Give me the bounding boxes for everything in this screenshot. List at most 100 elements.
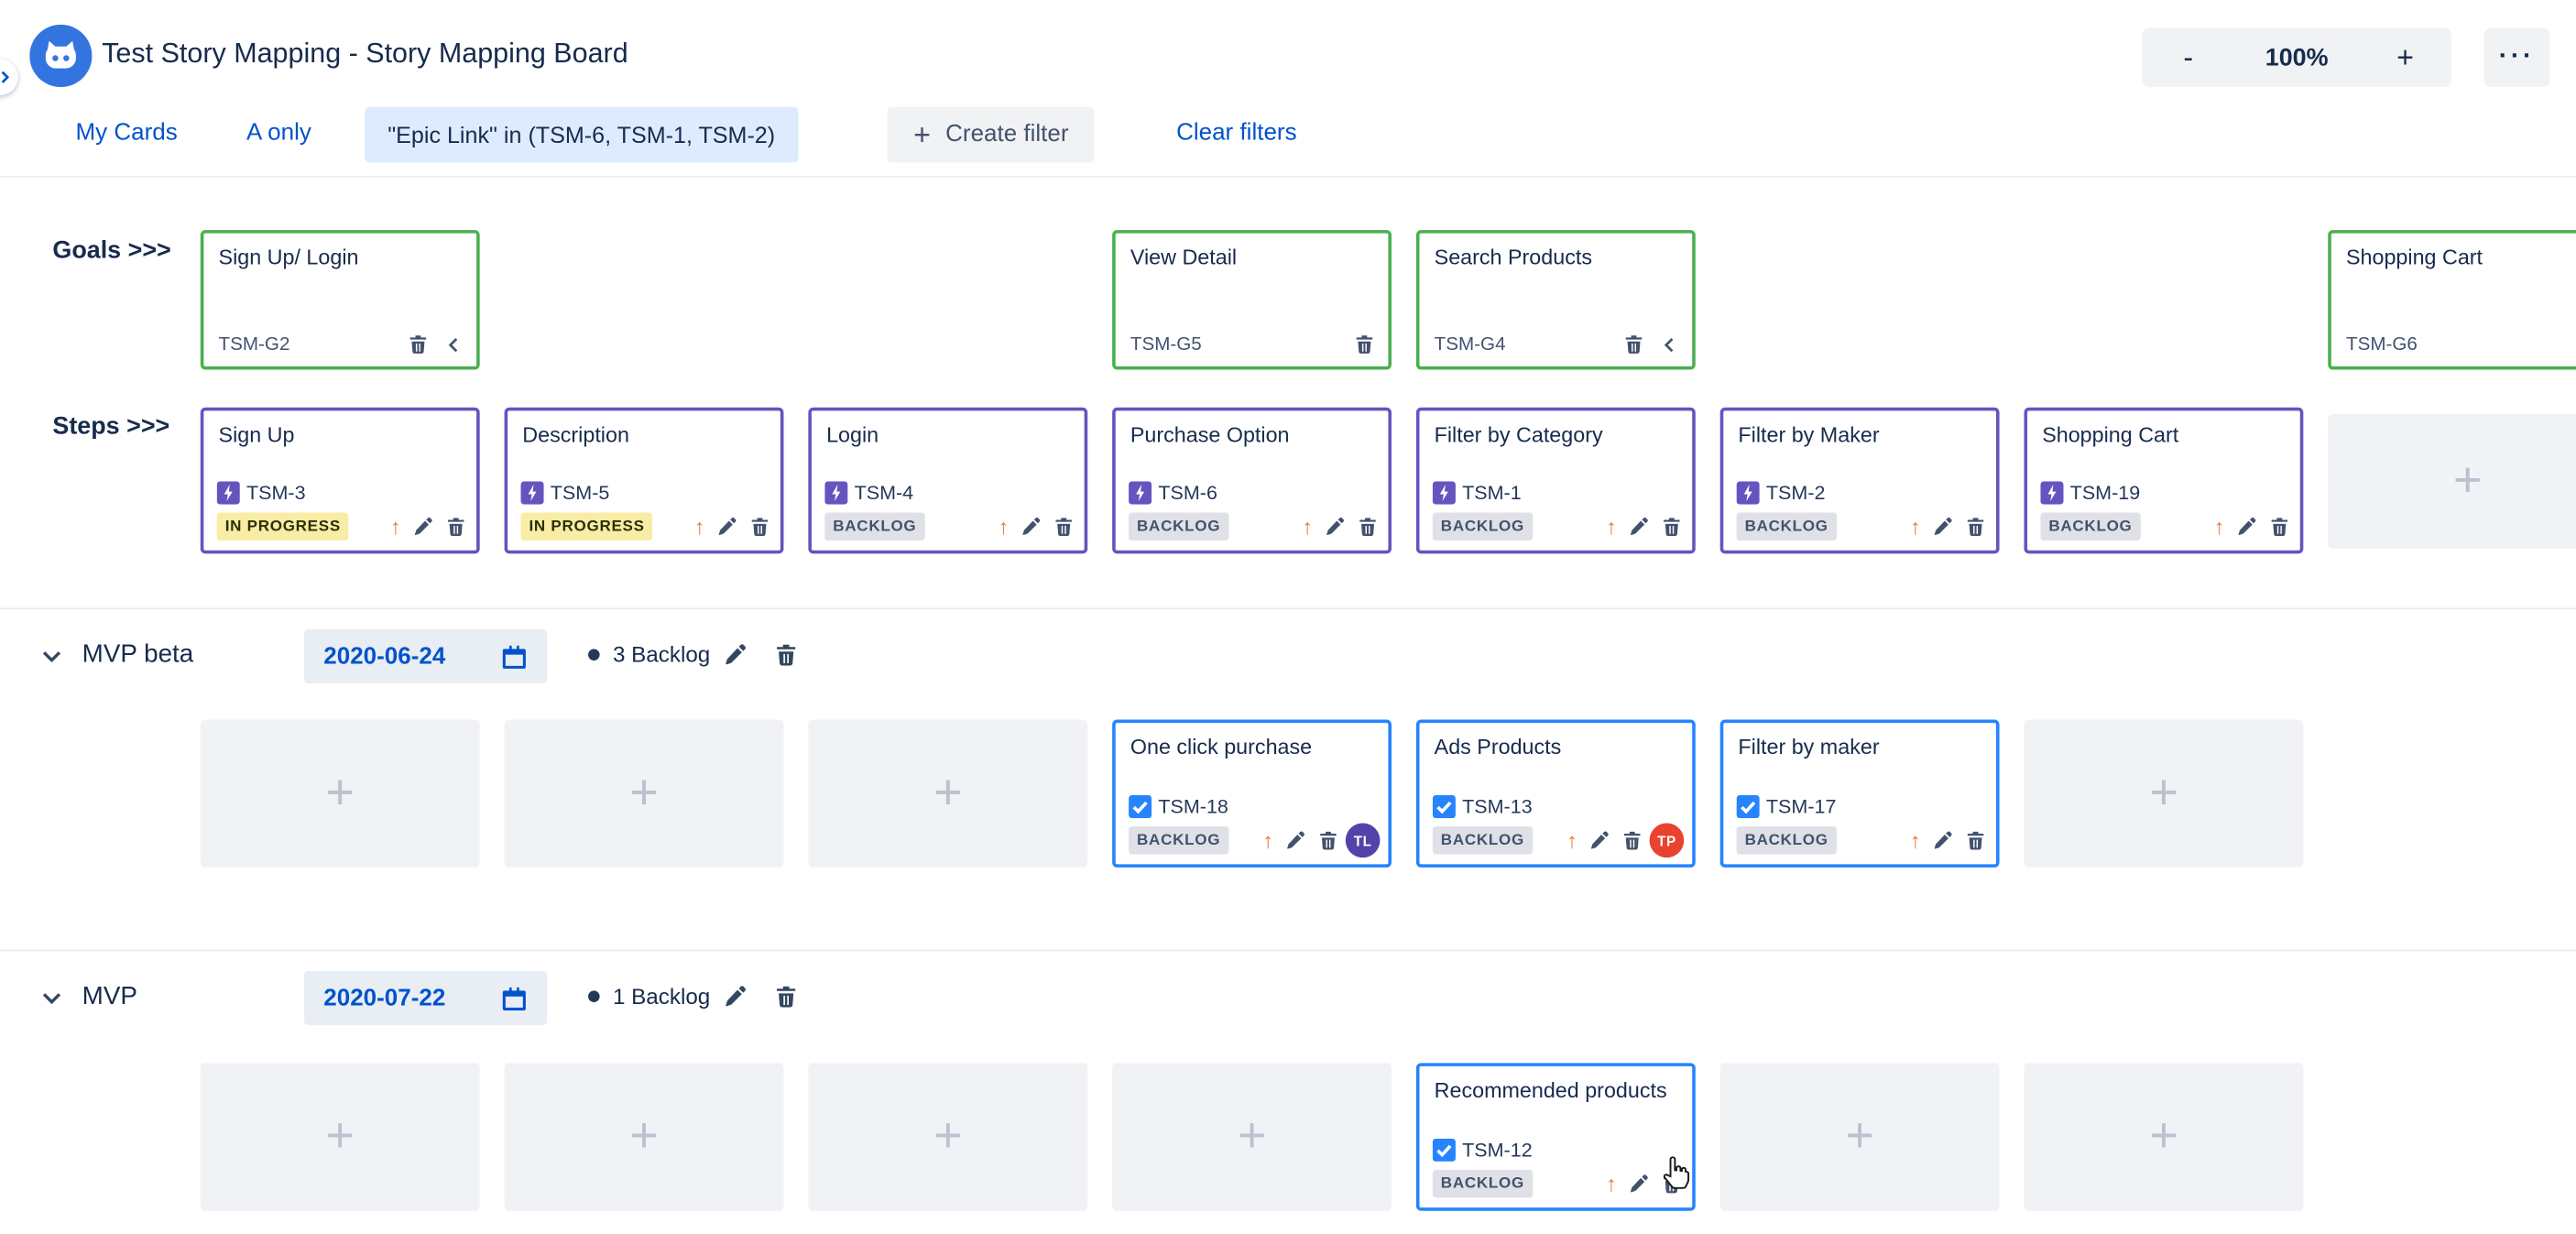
add-card-slot[interactable]: + [504,719,784,868]
edit-icon[interactable] [1932,516,1953,537]
delete-icon[interactable] [1661,1173,1682,1194]
add-step-slot[interactable]: + [2328,413,2576,549]
edit-icon[interactable] [716,516,737,537]
collapse-left-icon[interactable] [443,334,464,355]
delete-icon[interactable] [749,516,770,537]
zoom-in-button[interactable]: + [2396,39,2414,73]
step-card[interactable]: Login TSM-4 BACKLOG ↑ [808,407,1088,554]
move-up-icon[interactable]: ↑ [1566,827,1577,853]
story-type-icon [1432,481,1456,505]
story-type-icon [824,481,848,505]
delete-release-icon[interactable] [774,642,801,669]
delete-icon[interactable] [1357,516,1378,537]
story-type-icon [1432,795,1456,819]
delete-icon[interactable] [1965,516,1986,537]
goal-card[interactable]: View Detail TSM-G5 [1112,230,1392,370]
delete-icon[interactable] [1621,830,1643,851]
story-card[interactable]: Recommended products TSM-12 BACKLOG ↑ [1415,1063,1696,1211]
step-card[interactable]: Filter by Category TSM-1 BACKLOG ↑ [1415,407,1696,554]
delete-icon[interactable] [1053,516,1075,537]
move-up-icon[interactable]: ↑ [389,514,401,540]
edit-icon[interactable] [1628,1173,1649,1194]
add-card-slot[interactable]: + [200,1063,480,1211]
status-dot-icon [588,990,600,1002]
delete-icon[interactable] [1965,830,1986,851]
edit-release-icon[interactable] [723,984,749,1010]
story-card[interactable]: One click purchase TSM-18 BACKLOG ↑ TL [1112,719,1392,868]
delete-icon[interactable] [408,333,429,355]
step-card[interactable]: Description TSM-5 IN PROGRESS ↑ [504,407,784,554]
collapse-section-icon[interactable] [39,986,66,1012]
move-up-icon[interactable]: ↑ [1302,514,1313,540]
zoom-control: - 100% + [2142,27,2451,88]
release-status-summary: 3 Backlog [588,642,710,667]
add-card-slot[interactable]: + [504,1063,784,1211]
add-card-slot[interactable]: + [200,719,480,868]
zoom-out-button[interactable]: - [2183,39,2194,73]
delete-icon[interactable] [1661,516,1682,537]
goal-card[interactable]: Sign Up/ Login TSM-G2 [200,230,480,370]
add-card-slot[interactable]: + [808,719,1088,868]
release-name: MVP beta [82,640,194,669]
edit-icon[interactable] [1284,830,1305,851]
delete-icon[interactable] [2269,516,2290,537]
step-card[interactable]: Purchase Option TSM-6 BACKLOG ↑ [1112,407,1392,554]
release-date-picker[interactable]: 2020-07-22 [303,970,548,1026]
delete-release-icon[interactable] [774,984,801,1010]
status-badge: IN PROGRESS [520,512,653,541]
move-up-icon[interactable]: ↑ [1909,514,1921,540]
step-card[interactable]: Sign Up TSM-3 IN PROGRESS ↑ [200,407,480,554]
story-card[interactable]: Filter by maker TSM-17 BACKLOG ↑ [1719,719,2000,868]
edit-icon[interactable] [1932,830,1953,851]
add-card-slot[interactable]: + [2024,719,2304,868]
move-up-icon[interactable]: ↑ [1262,827,1273,853]
delete-icon[interactable] [1623,333,1644,355]
backlog-count: 3 Backlog [612,642,711,668]
quick-filter-a-only[interactable]: A only [246,119,311,147]
status-badge: IN PROGRESS [216,512,349,541]
plus-icon: + [2452,453,2483,508]
edit-icon[interactable] [412,516,433,537]
edit-icon[interactable] [1628,516,1649,537]
active-filter-chip[interactable]: "Epic Link" in (TSM-6, TSM-1, TSM-2) [365,106,799,163]
collapse-left-icon[interactable] [1659,334,1679,355]
move-up-icon[interactable]: ↑ [693,514,705,540]
move-up-icon[interactable]: ↑ [1606,514,1617,540]
story-type-icon [520,481,544,505]
add-card-slot[interactable]: + [2024,1063,2304,1211]
step-card[interactable]: Filter by Maker TSM-2 BACKLOG ↑ [1719,407,2000,554]
goal-card[interactable]: Search Products TSM-G4 [1415,230,1696,370]
clear-filters-link[interactable]: Clear filters [1176,119,1297,147]
goal-card[interactable]: Shopping Cart TSM-G6 [2328,230,2576,370]
story-type-icon [2040,481,2064,505]
add-card-slot[interactable]: + [808,1063,1088,1211]
edit-icon[interactable] [2236,516,2257,537]
calendar-icon [501,985,528,1011]
sidebar-expand-button[interactable] [0,59,18,96]
quick-filter-my-cards[interactable]: My Cards [75,119,178,147]
edit-icon[interactable] [1021,516,1042,537]
add-card-slot[interactable]: + [1719,1063,2000,1211]
edit-icon[interactable] [1324,516,1345,537]
create-filter-button[interactable]: + Create filter [887,106,1096,163]
delete-icon[interactable] [1354,333,1375,355]
story-card[interactable]: Ads Products TSM-13 BACKLOG ↑ TP [1415,719,1696,868]
move-up-icon[interactable]: ↑ [2213,514,2225,540]
story-type-icon [1129,795,1152,819]
edit-release-icon[interactable] [723,642,749,669]
add-card-slot[interactable]: + [1112,1063,1392,1211]
plus-icon: + [325,1108,355,1163]
status-badge: BACKLOG [1129,512,1229,541]
move-up-icon[interactable]: ↑ [998,514,1010,540]
plus-icon: + [1845,1108,1874,1163]
delete-icon[interactable] [1317,830,1338,851]
move-up-icon[interactable]: ↑ [1909,827,1921,853]
plus-icon: + [629,765,659,820]
edit-icon[interactable] [1588,830,1610,851]
delete-icon[interactable] [445,516,466,537]
step-card[interactable]: Shopping Cart TSM-19 BACKLOG ↑ [2024,407,2304,554]
collapse-section-icon[interactable] [39,644,66,671]
release-date-picker[interactable]: 2020-06-24 [303,628,548,684]
more-options-button[interactable]: ··· [2483,27,2550,88]
move-up-icon[interactable]: ↑ [1606,1171,1617,1196]
